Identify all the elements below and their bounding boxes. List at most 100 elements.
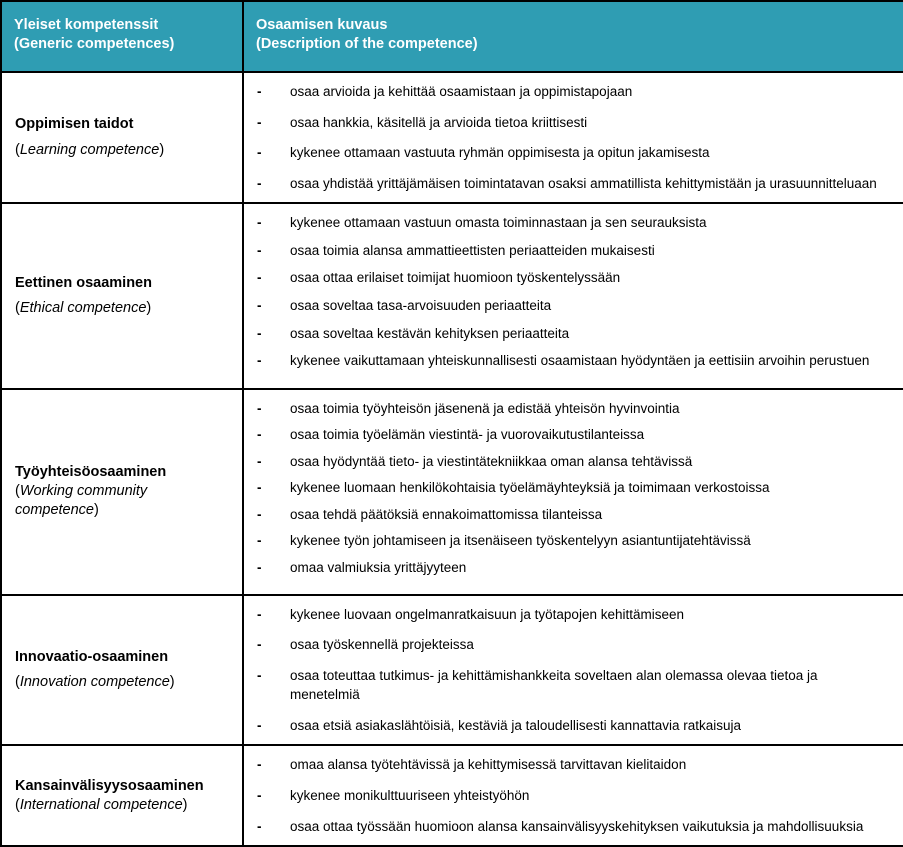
table-row: Oppimisen taidot (Learning competence) - os…	[0, 70, 903, 205]
competence-name-fi: Innovaatio-osaaminen	[15, 648, 169, 665]
competence-bullet-list: - osaa toimia työyhteisön jäsenenä ja edi…	[244, 399, 891, 578]
bullet-dash-icon: -	[257, 427, 262, 443]
bullet-dash-icon: -	[257, 606, 262, 622]
bullet-dash-icon: -	[257, 818, 262, 834]
competence-bullet-text: osaa etsiä asiakaslähtöisiä, kestäviä ja…	[290, 717, 742, 733]
bullet-dash-icon: -	[257, 175, 262, 191]
competence-name-cell: Työyhteisöosaaminen (Working community co…	[0, 387, 244, 596]
bullet-dash-icon: -	[257, 325, 262, 341]
competence-name-en: (Innovation competence)	[15, 674, 175, 691]
header-competence-description-en: (Description of the competence)	[256, 36, 478, 53]
bullet-dash-icon: -	[257, 400, 262, 416]
competence-bullet-text: osaa ottaa erilaiset toimijat huomioon t…	[290, 270, 621, 286]
bullet-dash-icon: -	[257, 270, 262, 286]
competence-bullet-item: - kykenee työn johtamiseen ja itsenäiseen…	[244, 531, 891, 551]
competence-name-cell: Oppimisen taidot (Learning competence)	[0, 70, 244, 205]
competence-name-en: (International competence)	[15, 796, 188, 813]
competence-name-en-text: Working community competence	[15, 483, 148, 519]
competence-bullet-text: kykenee luovaan ongelmanratkaisuun ja ty…	[290, 606, 685, 622]
competence-bullet-item: - osaa työskennellä projekteissa	[244, 635, 891, 655]
competence-name-en: (Learning competence)	[15, 142, 165, 159]
bullet-dash-icon: -	[257, 506, 262, 522]
competence-bullet-item: - osaa soveltaa tasa-arvoisuuden periaatt…	[244, 296, 891, 316]
table-row: Innovaatio-osaaminen (Innovation competen…	[0, 593, 903, 747]
competence-bullet-text: omaa alansa työtehtävissä ja kehittymise…	[290, 757, 687, 773]
competence-bullet-list: - omaa alansa työtehtävissä ja kehittymis…	[244, 755, 891, 836]
competence-name-en-text: International competence	[19, 796, 183, 813]
competence-name-fi: Eettinen osaaminen	[15, 274, 152, 291]
competence-bullet-text: osaa toimia alansa ammattieettisten peri…	[290, 242, 655, 258]
competence-bullet-item: - osaa ottaa erilaiset toimijat huomioon …	[244, 268, 891, 288]
competence-bullet-text: osaa toteuttaa tutkimus- ja kehittämisha…	[290, 667, 818, 703]
competence-bullet-item: - kykenee vaikuttamaan yhteiskunnallisest…	[244, 351, 891, 371]
competence-description-cell: - osaa toimia työyhteisön jäsenenä ja edi…	[242, 387, 903, 596]
competence-bullet-list: - osaa arvioida ja kehittää osaamistaan j…	[244, 82, 891, 193]
competence-bullet-item: - osaa toimia alansa ammattieettisten per…	[244, 241, 891, 261]
competence-name-en-text: Innovation competence	[19, 674, 170, 691]
competence-bullet-text: osaa yhdistää yrittäjämäisen toimintatav…	[290, 175, 877, 191]
competence-bullet-text: kykenee luomaan henkilökohtaisia työeläm…	[290, 480, 770, 496]
bullet-dash-icon: -	[257, 757, 262, 773]
competence-bullet-text: osaa työskennellä projekteissa	[290, 637, 474, 653]
competence-bullet-list: - kykenee luovaan ongelmanratkaisuun ja t…	[244, 605, 891, 736]
competence-bullet-text: kykenee ottamaan vastuun omasta toiminna…	[290, 215, 707, 231]
competence-bullet-item: - kykenee ottamaan vastuun omasta toiminn…	[244, 213, 891, 233]
competence-bullet-item: - osaa arvioida ja kehittää osaamistaan j…	[244, 82, 891, 102]
competence-bullet-item: - osaa etsiä asiakaslähtöisiä, kestäviä j…	[244, 716, 891, 736]
bullet-dash-icon: -	[257, 215, 262, 231]
competence-bullet-text: omaa valmiuksia yrittäjyyteen	[290, 560, 467, 575]
competence-bullet-text: osaa soveltaa tasa-arvoisuuden periaatte…	[290, 297, 552, 313]
competence-bullet-text: osaa toimia työelämän viestintä- ja vuor…	[290, 427, 645, 443]
competence-name-en-text: Ethical competence	[19, 300, 147, 317]
table-header: Yleiset kompetenssit (Generic competence…	[0, 0, 903, 73]
competence-name-fi: Työyhteisöosaaminen	[15, 464, 167, 481]
bullet-dash-icon: -	[257, 560, 262, 575]
header-cell-competence-name: Yleiset kompetenssit (Generic competence…	[0, 0, 244, 73]
competence-bullet-text: kykenee monikulttuuriseen yhteistyöhön	[290, 787, 530, 803]
header-competence-description-fi: Osaamisen kuvaus	[256, 17, 388, 33]
competence-bullet-text: osaa arvioida ja kehittää osaamistaan ja…	[290, 84, 633, 99]
bullet-dash-icon: -	[257, 637, 262, 653]
competence-bullet-text: kykenee työn johtamiseen ja itsenäiseen …	[290, 533, 751, 549]
competence-bullet-text: kykenee vaikuttamaan yhteiskunnallisesti…	[290, 353, 870, 369]
bullet-dash-icon: -	[257, 145, 262, 161]
table-row: Työyhteisöosaaminen (Working community co…	[0, 387, 903, 596]
competence-bullet-item: - kykenee luomaan henkilökohtaisia työelä…	[244, 478, 891, 498]
header-competence-name-en: (Generic competences)	[14, 36, 175, 53]
competence-bullet-list: - kykenee ottamaan vastuun omasta toiminn…	[244, 213, 891, 370]
table-row: Eettinen osaaminen (Ethical competence) - k…	[0, 202, 903, 390]
competence-bullet-text: osaa soveltaa kestävän kehityksen periaa…	[290, 325, 570, 341]
header-cell-competence-description: Osaamisen kuvaus (Description of the com…	[242, 0, 903, 73]
competence-name-fi: Kansainvälisyysosaaminen	[15, 777, 204, 794]
bullet-dash-icon: -	[257, 114, 262, 130]
competence-description-cell: - osaa arvioida ja kehittää osaamistaan j…	[242, 70, 903, 205]
bullet-dash-icon: -	[257, 533, 262, 549]
competence-bullet-item: - omaa valmiuksia yrittäjyyteen	[244, 558, 891, 578]
competence-bullet-text: osaa toimia työyhteisön jäsenenä ja edis…	[290, 400, 680, 416]
competence-name-en-text: Learning competence	[19, 142, 160, 159]
competence-bullet-item: - osaa yhdistää yrittäjämäisen toimintata…	[244, 174, 891, 194]
competence-bullet-item: - kykenee ottamaan vastuuta ryhmän oppimi…	[244, 143, 891, 163]
bullet-dash-icon: -	[257, 667, 262, 683]
competence-description-cell: - kykenee ottamaan vastuun omasta toiminn…	[242, 202, 903, 390]
competence-bullet-item: - osaa hyödyntää tieto- ja viestintätekni…	[244, 452, 891, 472]
bullet-dash-icon: -	[257, 787, 262, 803]
competence-bullet-item: - osaa toimia työyhteisön jäsenenä ja edi…	[244, 399, 891, 419]
competence-description-cell: - omaa alansa työtehtävissä ja kehittymis…	[242, 744, 903, 847]
bullet-dash-icon: -	[257, 353, 262, 369]
competence-name-cell: Kansainvälisyysosaaminen (International c…	[0, 744, 244, 847]
bullet-dash-icon: -	[257, 717, 262, 733]
competence-bullet-text: osaa ottaa työssään huomioon alansa kans…	[290, 818, 864, 834]
bullet-dash-icon: -	[257, 453, 262, 469]
table-row: Kansainvälisyysosaaminen (International c…	[0, 744, 903, 847]
header-competence-name-fi: Yleiset kompetenssit	[14, 17, 159, 33]
competence-name-en: (Working community competence)	[15, 483, 148, 519]
table-body: Oppimisen taidot (Learning competence) - os…	[0, 70, 903, 847]
competence-bullet-item: - osaa toteuttaa tutkimus- ja kehittämish…	[244, 666, 891, 705]
competence-bullet-text: osaa tehdä päätöksiä ennakoimattomissa t…	[290, 506, 603, 522]
competence-bullet-item: - omaa alansa työtehtävissä ja kehittymis…	[244, 755, 891, 775]
competence-bullet-item: - osaa toimia työelämän viestintä- ja vuo…	[244, 425, 891, 445]
competence-bullet-item: - kykenee luovaan ongelmanratkaisuun ja t…	[244, 605, 891, 625]
competence-bullet-item: - osaa tehdä päätöksiä ennakoimattomissa …	[244, 505, 891, 525]
